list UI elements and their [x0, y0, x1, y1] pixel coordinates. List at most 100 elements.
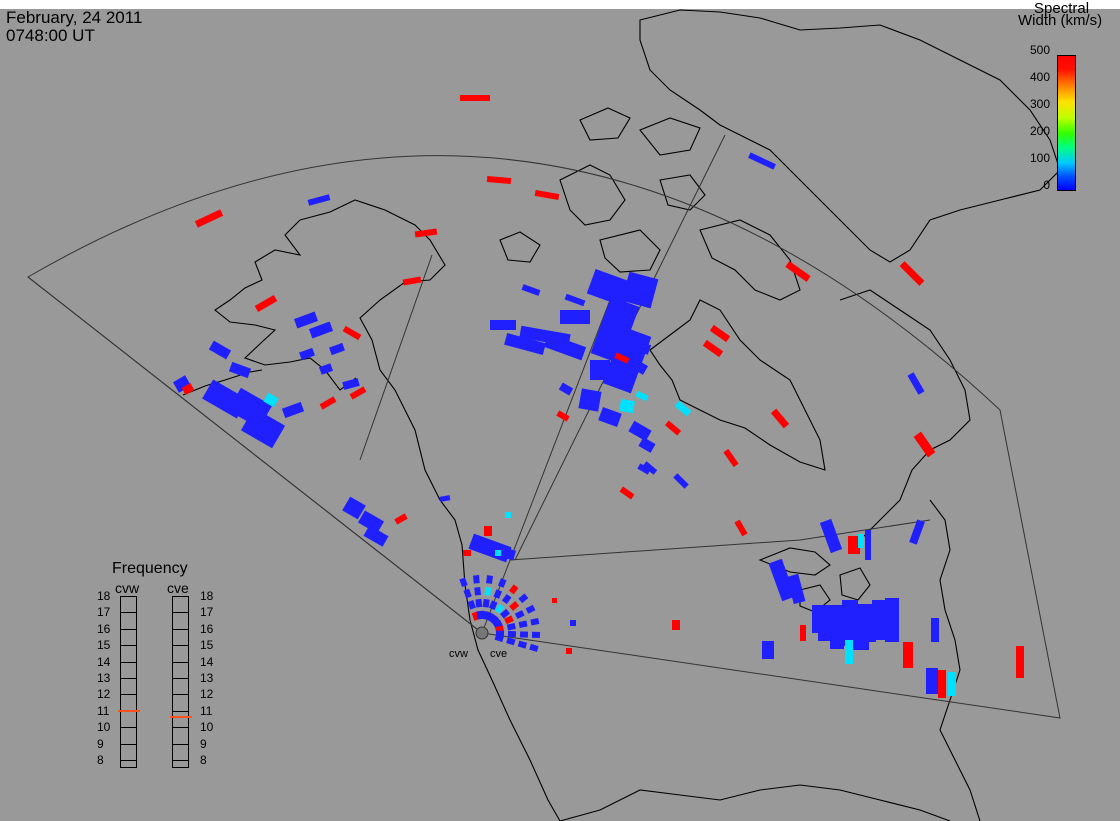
frequency-label: 15 — [97, 638, 111, 653]
scale-cell — [173, 679, 188, 696]
echo-cell — [482, 598, 490, 608]
echo-cell — [748, 152, 776, 170]
echo-cell — [619, 398, 635, 414]
echo-cell — [402, 276, 422, 286]
frequency-label: 17 — [97, 605, 111, 620]
echo-cell — [394, 513, 408, 525]
echo-cell — [570, 620, 576, 626]
scale-cell — [121, 613, 136, 630]
frequency-label: 17 — [200, 605, 214, 620]
echo-cell — [493, 589, 503, 599]
echo-cell — [488, 600, 498, 611]
echo-cell — [506, 622, 516, 631]
echo-cell — [907, 372, 925, 395]
echo-cell — [463, 588, 472, 599]
echo-cell — [598, 407, 622, 427]
scale-cell — [173, 695, 188, 712]
coastlines — [182, 9, 1061, 821]
echo-cell — [578, 388, 602, 412]
echo-cell — [590, 360, 610, 380]
colorbar-title: Spectral — [1034, 0, 1090, 17]
echo-cell — [534, 189, 560, 201]
echo-cell — [509, 601, 520, 611]
echo-cell — [181, 383, 195, 395]
echo-cell — [484, 587, 492, 596]
echo-cell — [529, 643, 539, 652]
echo-cell — [638, 437, 656, 453]
echo-cell — [474, 586, 482, 596]
echo-cell — [642, 461, 658, 475]
echo-cell — [903, 642, 913, 668]
echo-cell — [499, 608, 510, 619]
echo-cell — [558, 382, 574, 396]
echo-cell — [531, 631, 541, 639]
echo-cell — [487, 613, 498, 624]
echo-cell — [858, 534, 864, 548]
frequency-label: 12 — [200, 687, 214, 702]
echo-cell — [913, 431, 936, 458]
radar-name-cve: cve — [167, 580, 189, 596]
echo-cell — [357, 510, 385, 534]
echo-cell — [518, 620, 528, 629]
echo-cell — [768, 558, 796, 602]
frequency-label: 9 — [97, 736, 104, 751]
top-band — [0, 0, 1120, 9]
colorbar-tick: 400 — [1029, 70, 1050, 84]
colorbar-tick: 200 — [1029, 124, 1050, 138]
scale-cell — [121, 646, 136, 663]
echo-cell — [495, 550, 501, 556]
date-label: February, 24 2011 — [6, 8, 143, 27]
frequency-label: 10 — [200, 720, 214, 735]
scale-cell — [121, 712, 136, 729]
echo-cell — [560, 310, 590, 324]
echo-cell — [490, 320, 516, 330]
echo-cell — [938, 670, 946, 698]
echo-cell — [734, 519, 748, 537]
echo-cell — [723, 448, 739, 468]
echo-cell — [519, 631, 529, 638]
echo-cell — [194, 209, 224, 228]
site-label-cvw: cvw — [449, 648, 468, 660]
echo-cell — [845, 640, 853, 664]
echo-cell — [819, 518, 843, 554]
echo-cell — [349, 386, 367, 400]
echo-cell — [853, 620, 869, 650]
frequency-title: Frequency — [112, 560, 188, 577]
colorbar-tick: 500 — [1029, 43, 1050, 57]
echo-cell — [566, 648, 572, 654]
echo-cell — [552, 598, 557, 603]
echo-cell — [228, 361, 252, 379]
echo-cell — [830, 605, 844, 649]
echo-cell — [472, 575, 480, 584]
echo-cell — [635, 390, 649, 402]
frequency-label: 13 — [200, 671, 214, 685]
echo-cell — [543, 333, 587, 361]
echo-cell — [504, 333, 546, 355]
echo-cell — [909, 519, 925, 545]
echo-cell — [263, 392, 279, 408]
echo-cell — [614, 352, 630, 364]
echo-cell — [281, 401, 305, 419]
fov-outline — [27, 134, 1061, 719]
echo-cell — [619, 486, 635, 500]
echo-cell — [517, 640, 528, 649]
radar-echoes — [172, 95, 1024, 698]
echo-cell — [637, 463, 651, 475]
echo-cell — [484, 526, 492, 536]
echo-cell — [786, 573, 806, 605]
frequency-label: 16 — [97, 621, 111, 636]
echo-cell — [254, 294, 278, 313]
echo-cell — [885, 598, 899, 642]
echo-cell — [329, 342, 345, 356]
echo-cell — [501, 594, 512, 605]
echo-cell — [363, 525, 389, 547]
echo-cell — [485, 575, 494, 584]
echo-cell — [818, 625, 830, 641]
echo-cell — [505, 512, 511, 518]
echo-cell — [208, 340, 232, 360]
echo-cell — [674, 400, 692, 417]
frequency-scale-cve — [172, 596, 189, 768]
echo-cell — [463, 550, 471, 556]
echo-cell — [664, 420, 682, 436]
scale-cell — [173, 728, 188, 745]
